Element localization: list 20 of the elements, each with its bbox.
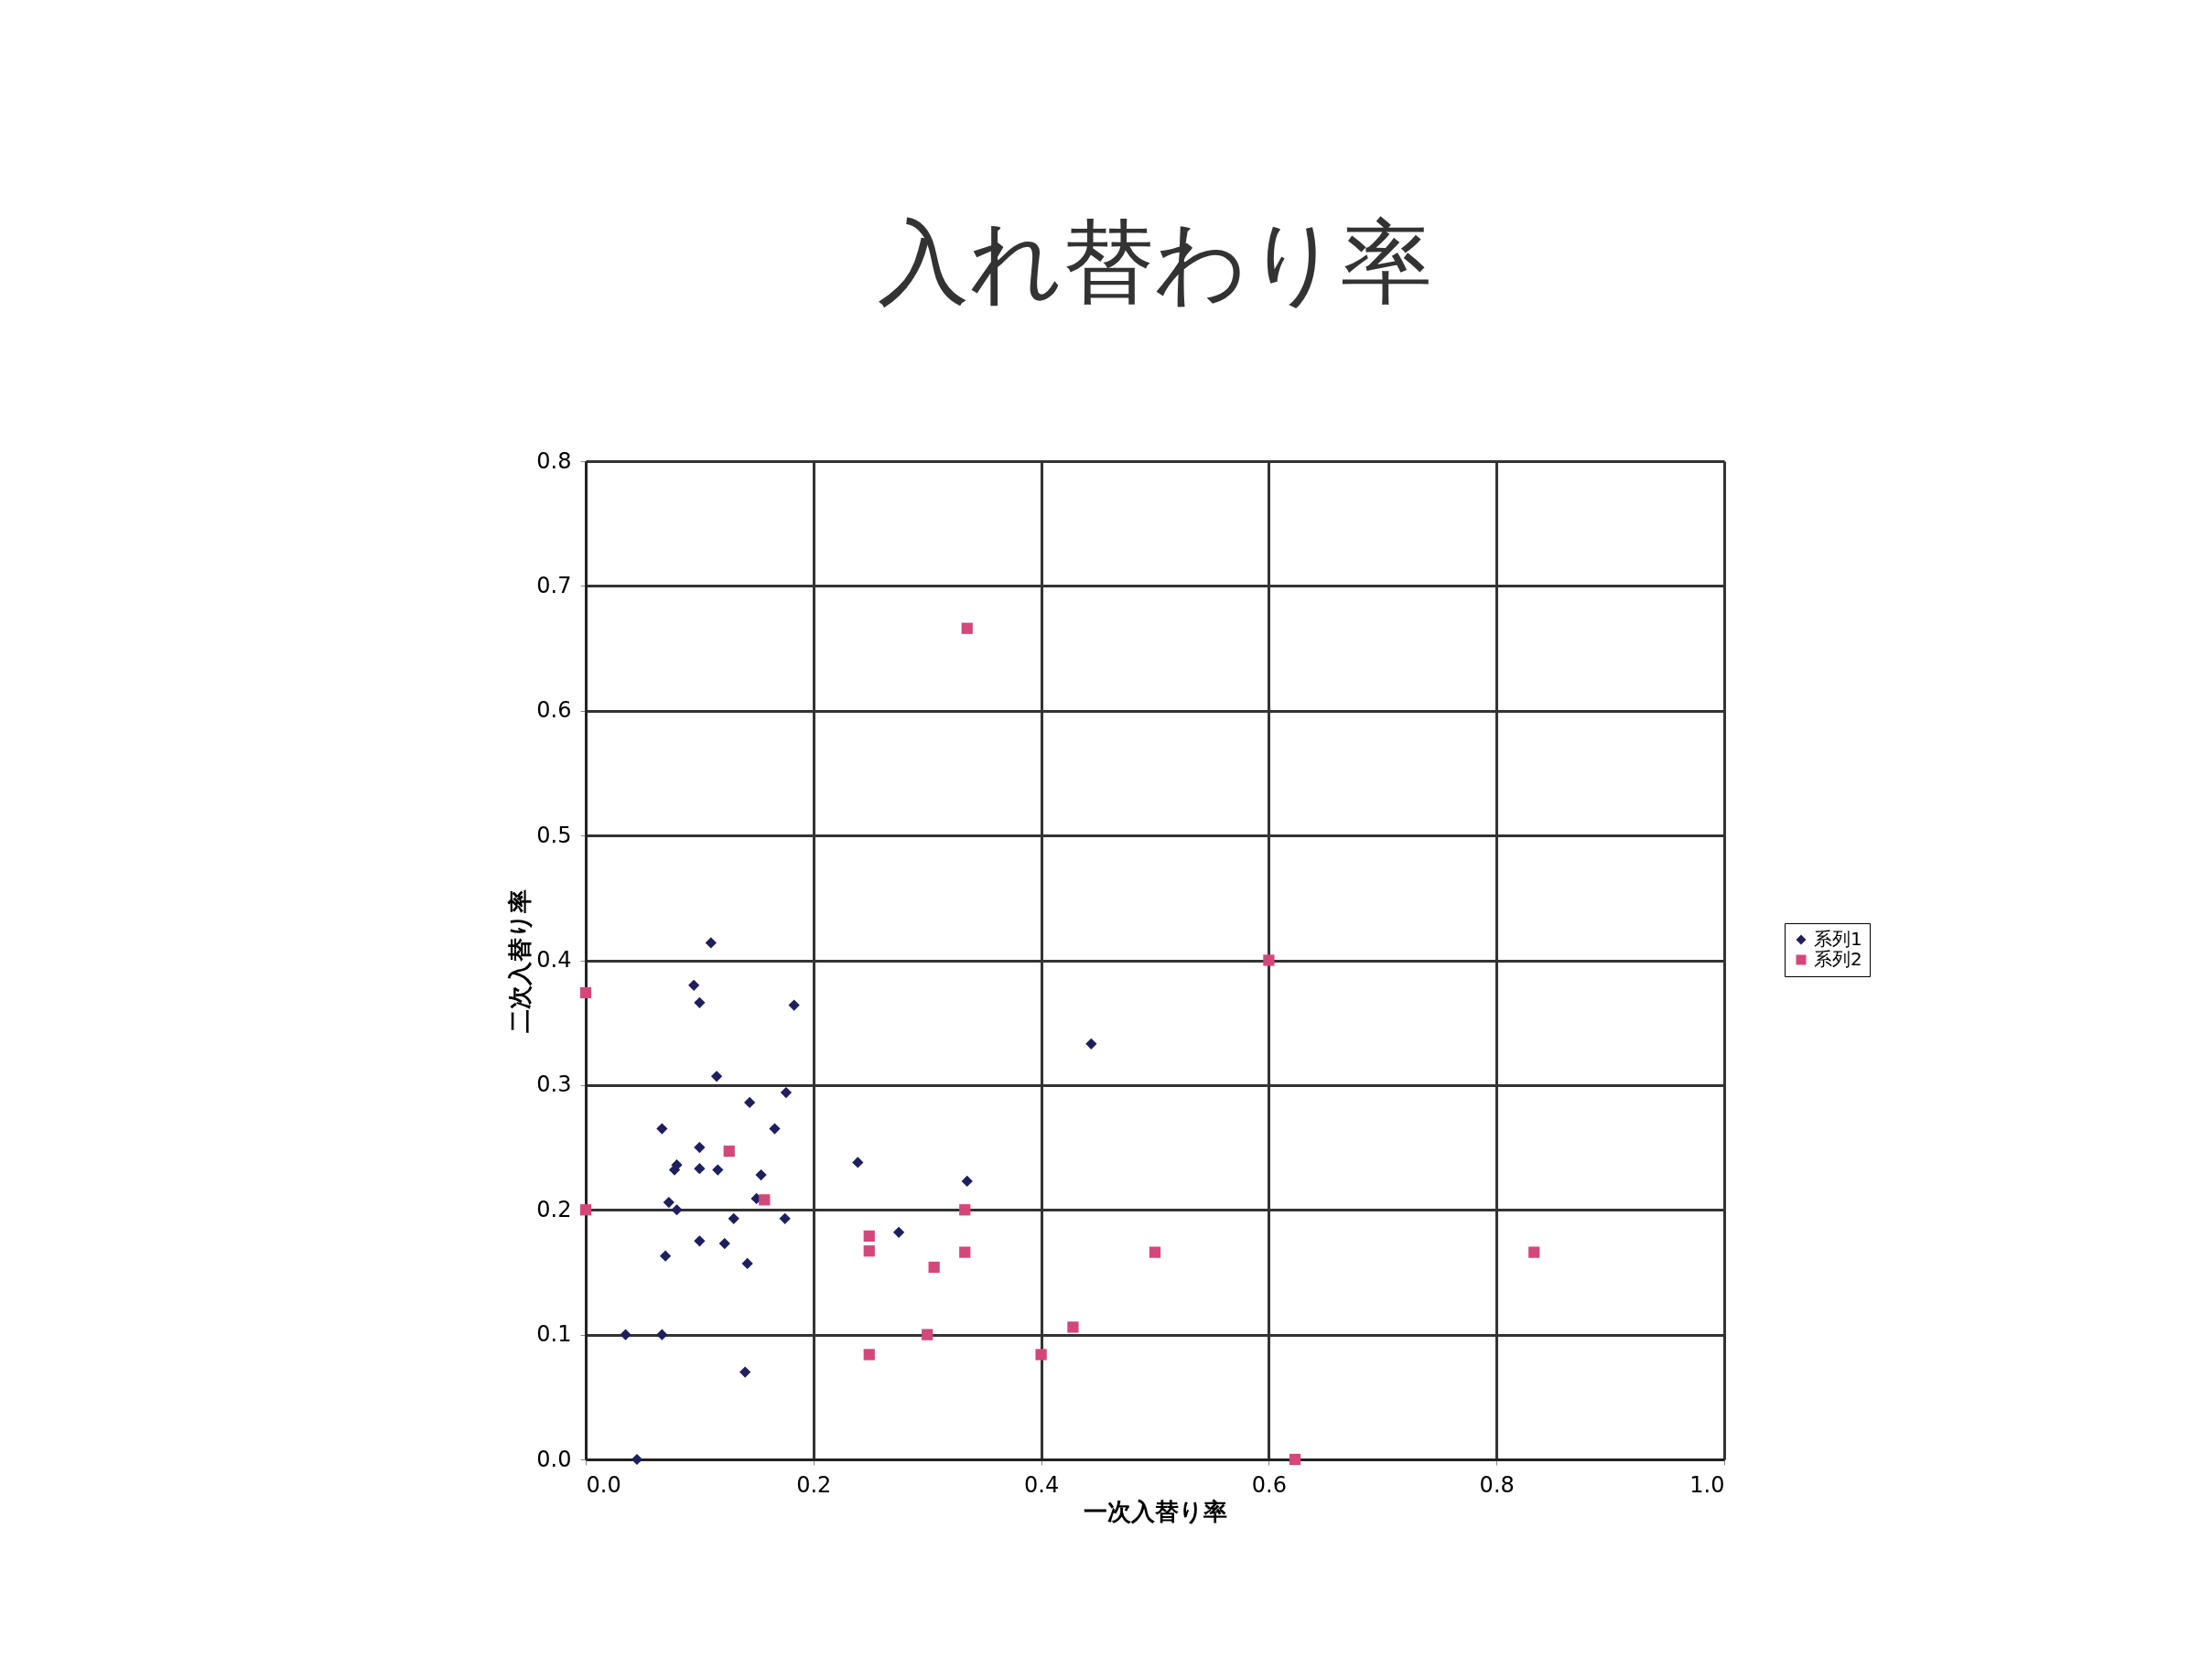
y-tick-label: 0.6 bbox=[536, 697, 572, 724]
chart-title: 入れ替わり率 bbox=[878, 209, 1432, 316]
legend-label: 系列1 bbox=[1814, 928, 1862, 950]
y-tick-label: 0.4 bbox=[536, 947, 572, 973]
y-tick-label: 0.5 bbox=[536, 822, 572, 848]
x-tick-label: 1.0 bbox=[1689, 1471, 1725, 1498]
x-tick-label: 0.0 bbox=[586, 1471, 621, 1498]
y-axis-title: 二次入替り率 bbox=[506, 888, 534, 1033]
y-tick-label: 0.1 bbox=[536, 1321, 572, 1348]
y-tick-label: 0.3 bbox=[536, 1071, 572, 1098]
y-tick-label: 0.8 bbox=[536, 447, 572, 474]
x-tick-label: 0.4 bbox=[1024, 1471, 1060, 1498]
legend-label: 系列2 bbox=[1814, 948, 1862, 970]
x-tick-label: 0.2 bbox=[796, 1471, 832, 1498]
y-tick-label: 0.2 bbox=[536, 1196, 572, 1222]
x-axis-title: 一次入替り率 bbox=[1084, 1497, 1227, 1525]
x-tick-label: 0.6 bbox=[1251, 1471, 1287, 1498]
x-tick-label: 0.8 bbox=[1479, 1471, 1515, 1498]
y-tick-label: 0.0 bbox=[536, 1446, 572, 1472]
y-tick-label: 0.7 bbox=[536, 572, 572, 598]
